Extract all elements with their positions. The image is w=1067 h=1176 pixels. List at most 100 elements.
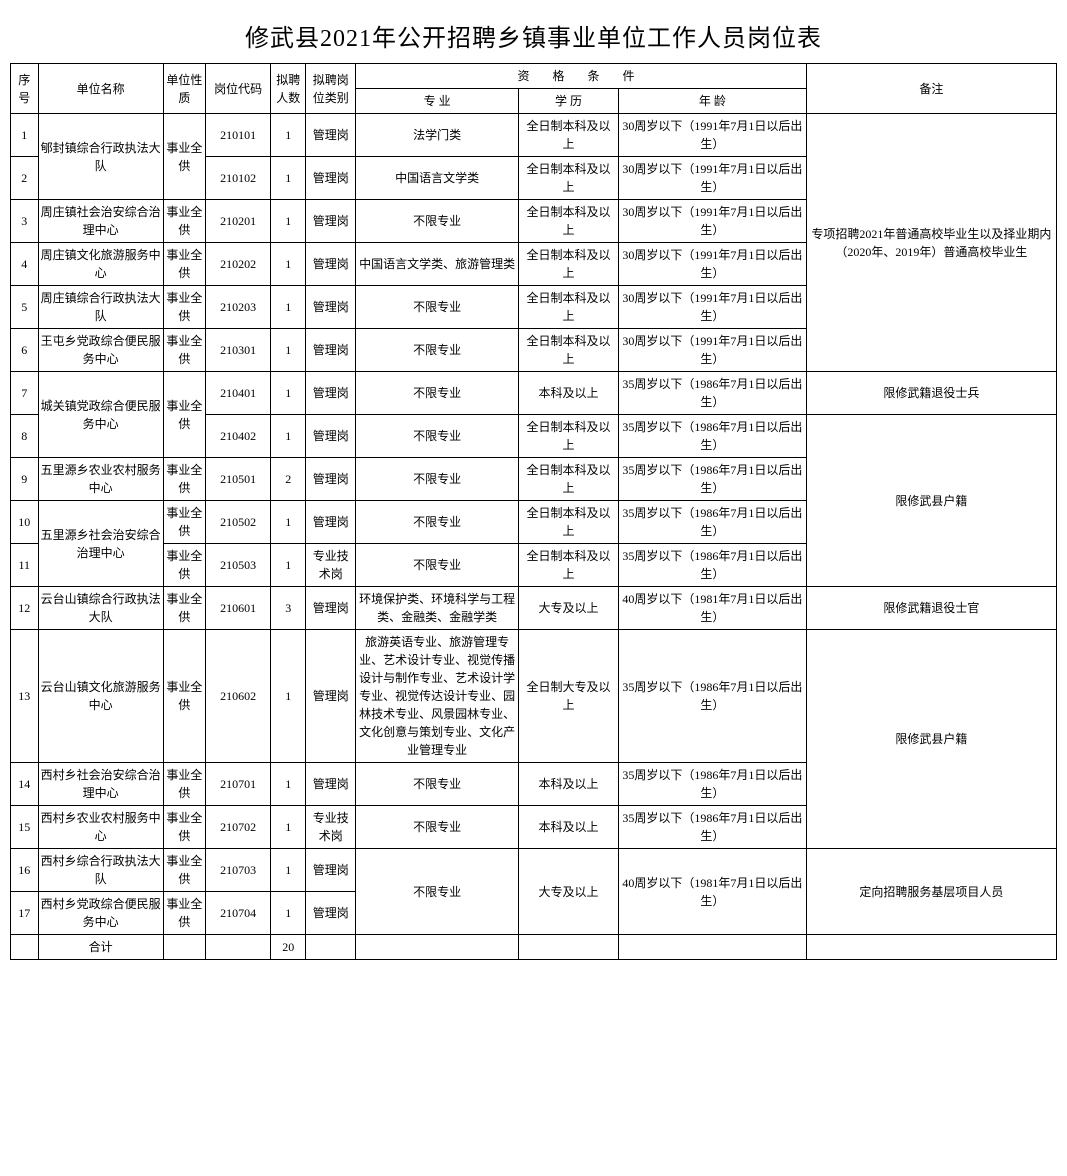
cell-unit: 郇封镇综合行政执法大队	[38, 114, 163, 200]
cell-type: 管理岗	[306, 501, 356, 544]
cell-nature: 事业全供	[163, 286, 206, 329]
cell-count: 1	[271, 806, 306, 849]
page-title: 修武县2021年公开招聘乡镇事业单位工作人员岗位表	[10, 10, 1057, 63]
cell-seq: 12	[11, 587, 39, 630]
cell-code: 210703	[206, 849, 271, 892]
cell-nature: 事业全供	[163, 114, 206, 200]
cell-type: 专业技术岗	[306, 544, 356, 587]
cell-edu: 全日制本科及以上	[518, 415, 618, 458]
cell-major: 不限专业	[356, 415, 519, 458]
positions-table: 序号 单位名称 单位性质 岗位代码 拟聘人数 拟聘岗位类别 资 格 条 件 备注…	[10, 63, 1057, 960]
cell-code: 210503	[206, 544, 271, 587]
cell-edu: 本科及以上	[518, 806, 618, 849]
cell-count: 1	[271, 763, 306, 806]
hdr-type: 拟聘岗位类别	[306, 64, 356, 114]
cell-seq: 9	[11, 458, 39, 501]
cell-unit: 云台山镇综合行政执法大队	[38, 587, 163, 630]
cell-major: 不限专业	[356, 329, 519, 372]
cell-unit: 西村乡党政综合便民服务中心	[38, 892, 163, 935]
cell-edu: 全日制本科及以上	[518, 329, 618, 372]
hdr-nature: 单位性质	[163, 64, 206, 114]
cell-seq: 5	[11, 286, 39, 329]
cell-unit: 周庄镇文化旅游服务中心	[38, 243, 163, 286]
cell-edu: 全日制本科及以上	[518, 157, 618, 200]
total-row: 合计 20	[11, 935, 1057, 960]
cell-seq: 16	[11, 849, 39, 892]
table-row: 7 城关镇党政综合便民服务中心 事业全供 210401 1 管理岗 不限专业 本…	[11, 372, 1057, 415]
cell-edu: 全日制本科及以上	[518, 501, 618, 544]
cell-age: 35周岁以下（1986年7月1日以后出生）	[619, 415, 807, 458]
cell-nature: 事业全供	[163, 763, 206, 806]
cell-code: 210501	[206, 458, 271, 501]
cell-code: 210102	[206, 157, 271, 200]
cell-unit: 五里源乡农业农村服务中心	[38, 458, 163, 501]
cell-major: 不限专业	[356, 458, 519, 501]
cell-seq: 1	[11, 114, 39, 157]
cell-major: 法学门类	[356, 114, 519, 157]
total-count: 20	[271, 935, 306, 960]
cell-seq: 15	[11, 806, 39, 849]
cell-unit: 王屯乡党政综合便民服务中心	[38, 329, 163, 372]
cell-seq: 7	[11, 372, 39, 415]
total-label: 合计	[38, 935, 163, 960]
cell-type: 管理岗	[306, 458, 356, 501]
cell-major: 不限专业	[356, 544, 519, 587]
cell-type: 管理岗	[306, 286, 356, 329]
cell-seq: 6	[11, 329, 39, 372]
cell-code: 210201	[206, 200, 271, 243]
cell-nature: 事业全供	[163, 200, 206, 243]
cell-nature: 事业全供	[163, 806, 206, 849]
cell-edu: 全日制本科及以上	[518, 286, 618, 329]
cell-major: 不限专业	[356, 372, 519, 415]
cell-count: 1	[271, 892, 306, 935]
cell-unit: 云台山镇文化旅游服务中心	[38, 630, 163, 763]
cell-count: 1	[271, 849, 306, 892]
cell-age: 40周岁以下（1981年7月1日以后出生）	[619, 587, 807, 630]
cell-remark: 限修武籍退役士官	[806, 587, 1056, 630]
cell-count: 1	[271, 501, 306, 544]
hdr-unit: 单位名称	[38, 64, 163, 114]
cell-major: 环境保护类、环境科学与工程类、金融类、金融学类	[356, 587, 519, 630]
cell-remark: 限修武县户籍	[806, 415, 1056, 587]
hdr-qual: 资 格 条 件	[356, 64, 806, 89]
cell-nature: 事业全供	[163, 372, 206, 458]
hdr-count: 拟聘人数	[271, 64, 306, 114]
cell-code: 210202	[206, 243, 271, 286]
cell-edu: 全日制本科及以上	[518, 114, 618, 157]
cell-nature: 事业全供	[163, 458, 206, 501]
cell-count: 1	[271, 329, 306, 372]
cell-count: 1	[271, 243, 306, 286]
cell-code: 210401	[206, 372, 271, 415]
cell-nature: 事业全供	[163, 329, 206, 372]
hdr-code: 岗位代码	[206, 64, 271, 114]
cell-edu: 本科及以上	[518, 763, 618, 806]
cell-unit: 周庄镇综合行政执法大队	[38, 286, 163, 329]
cell-remark: 定向招聘服务基层项目人员	[806, 849, 1056, 935]
cell-count: 1	[271, 544, 306, 587]
cell-unit: 周庄镇社会治安综合治理中心	[38, 200, 163, 243]
cell-type: 专业技术岗	[306, 806, 356, 849]
cell-age: 40周岁以下（1981年7月1日以后出生）	[619, 849, 807, 935]
cell-seq: 4	[11, 243, 39, 286]
cell-nature: 事业全供	[163, 587, 206, 630]
cell-seq: 13	[11, 630, 39, 763]
cell-age: 30周岁以下（1991年7月1日以后出生）	[619, 157, 807, 200]
cell-type: 管理岗	[306, 372, 356, 415]
cell-count: 1	[271, 200, 306, 243]
cell-code: 210502	[206, 501, 271, 544]
cell-count: 1	[271, 630, 306, 763]
cell-type: 管理岗	[306, 114, 356, 157]
cell-code: 210203	[206, 286, 271, 329]
cell-type: 管理岗	[306, 200, 356, 243]
cell-count: 2	[271, 458, 306, 501]
cell-type: 管理岗	[306, 243, 356, 286]
cell-major: 中国语言文学类	[356, 157, 519, 200]
cell-nature: 事业全供	[163, 892, 206, 935]
hdr-seq: 序号	[11, 64, 39, 114]
cell-unit: 西村乡农业农村服务中心	[38, 806, 163, 849]
cell-seq: 10	[11, 501, 39, 544]
cell-code: 210601	[206, 587, 271, 630]
cell-unit: 西村乡社会治安综合治理中心	[38, 763, 163, 806]
cell-nature: 事业全供	[163, 243, 206, 286]
cell-edu: 本科及以上	[518, 372, 618, 415]
